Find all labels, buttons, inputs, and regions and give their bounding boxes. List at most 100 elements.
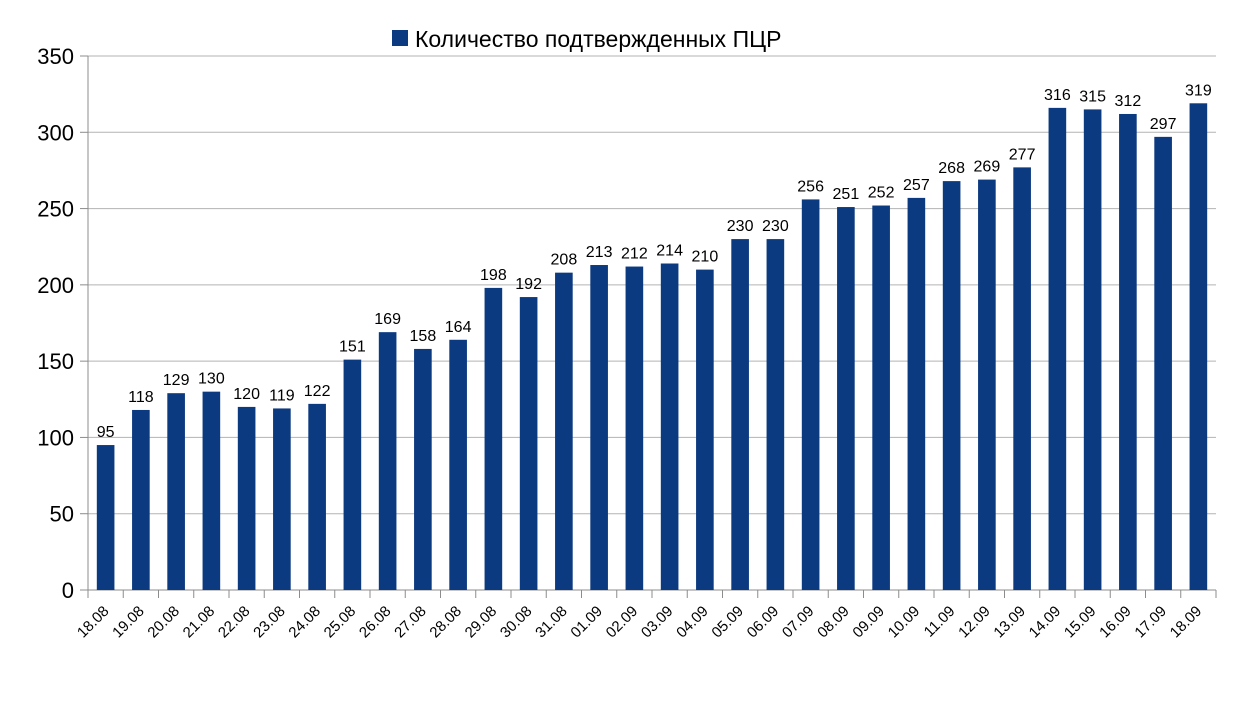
bar — [308, 403, 326, 590]
x-tick-label: 05.09 — [708, 603, 747, 642]
x-tick-label: 27.08 — [391, 603, 430, 642]
x-tick-label: 18.08 — [74, 603, 113, 642]
x-tick-label: 11.09 — [921, 603, 959, 641]
data-label: 297 — [1150, 116, 1177, 133]
data-label: 316 — [1044, 87, 1071, 104]
bar — [766, 239, 785, 591]
legend-swatch — [392, 30, 408, 46]
bar — [660, 263, 679, 590]
data-label: 212 — [621, 246, 648, 263]
data-label: 192 — [515, 276, 542, 293]
y-tick-label: 250 — [37, 197, 74, 222]
data-label: 269 — [974, 159, 1001, 176]
data-label: 208 — [551, 252, 578, 269]
data-label: 169 — [374, 311, 401, 328]
data-label: 129 — [163, 372, 190, 389]
bar — [519, 297, 538, 590]
bar — [237, 406, 256, 590]
data-label: 164 — [445, 319, 472, 336]
data-label: 268 — [938, 160, 965, 177]
x-tick-label: 06.09 — [744, 603, 783, 642]
data-label: 158 — [410, 328, 437, 345]
x-tick-label: 09.09 — [849, 603, 888, 642]
y-tick-label: 0 — [62, 578, 74, 603]
x-tick-label: 25.08 — [321, 603, 360, 642]
bar — [1048, 107, 1067, 591]
bar — [872, 205, 890, 590]
x-tick-label: 16.09 — [1096, 603, 1135, 642]
legend-label: Количество подтвержденных ПЦР — [415, 26, 781, 52]
x-tick-label: 17.09 — [1131, 603, 1170, 642]
bar — [731, 239, 749, 591]
data-label: 319 — [1185, 82, 1212, 99]
data-label: 257 — [903, 177, 930, 194]
bars — [96, 103, 1208, 591]
bar — [484, 287, 503, 590]
data-label: 122 — [304, 383, 331, 400]
data-label: 198 — [480, 267, 507, 284]
legend: Количество подтвержденных ПЦР — [392, 26, 781, 52]
bar — [590, 265, 608, 590]
y-tick-label: 100 — [37, 425, 74, 450]
data-label: 251 — [833, 186, 860, 203]
bar — [273, 408, 291, 590]
data-label: 277 — [1009, 146, 1036, 163]
data-label: 230 — [727, 218, 754, 235]
data-label: 213 — [586, 244, 613, 261]
bar — [378, 332, 397, 590]
y-axis: 0 50 100 150 200 250 300 350 — [37, 44, 89, 603]
data-label: 95 — [97, 424, 115, 441]
bar — [942, 181, 961, 590]
x-tick-label: 21.08 — [180, 603, 219, 642]
bar — [1189, 103, 1208, 590]
bar — [1154, 136, 1172, 590]
x-tick-label: 02.09 — [603, 603, 642, 642]
x-tick-label: 08.09 — [814, 603, 853, 642]
x-tick-label: 24.08 — [285, 603, 324, 642]
data-label: 130 — [198, 371, 225, 388]
data-label: 120 — [233, 386, 260, 403]
bar — [132, 409, 150, 590]
x-axis: 18.0819.0820.0821.0822.0823.0824.0825.08… — [74, 590, 1217, 642]
data-label: 214 — [656, 242, 683, 259]
bar — [449, 339, 467, 590]
data-label: 230 — [762, 218, 789, 235]
x-tick-label: 03.09 — [638, 603, 677, 642]
x-tick-label: 19.08 — [109, 603, 148, 642]
bar — [343, 359, 362, 590]
x-tick-label: 01.09 — [567, 603, 606, 642]
x-tick-label: 12.09 — [955, 603, 994, 642]
bar — [414, 348, 432, 590]
x-tick-label: 14.09 — [1026, 603, 1065, 642]
y-tick-label: 200 — [37, 273, 74, 298]
y-tick-label: 300 — [37, 120, 74, 145]
bar — [1083, 109, 1102, 591]
data-label: 312 — [1115, 93, 1142, 110]
data-label: 315 — [1079, 88, 1106, 105]
bar — [555, 272, 573, 590]
bar — [1119, 113, 1137, 590]
bar — [1013, 167, 1031, 590]
bar — [696, 269, 714, 590]
data-label: 252 — [868, 185, 895, 202]
data-label: 119 — [269, 387, 295, 404]
bar — [96, 445, 115, 590]
x-tick-label: 04.09 — [673, 603, 712, 642]
bar — [801, 199, 820, 590]
x-tick-label: 18.09 — [1167, 603, 1206, 642]
data-label: 151 — [339, 339, 366, 356]
bar — [202, 391, 221, 590]
y-tick-label: 350 — [37, 44, 74, 69]
data-label: 118 — [128, 389, 154, 406]
x-tick-label: 22.08 — [215, 603, 254, 642]
bar — [167, 393, 185, 590]
x-tick-label: 10.09 — [885, 603, 924, 642]
x-tick-label: 31.08 — [532, 603, 571, 642]
x-tick-label: 20.08 — [144, 603, 183, 642]
x-tick-label: 28.08 — [426, 603, 465, 642]
bar — [837, 207, 855, 590]
bar — [907, 197, 926, 591]
x-tick-label: 30.08 — [497, 603, 536, 642]
